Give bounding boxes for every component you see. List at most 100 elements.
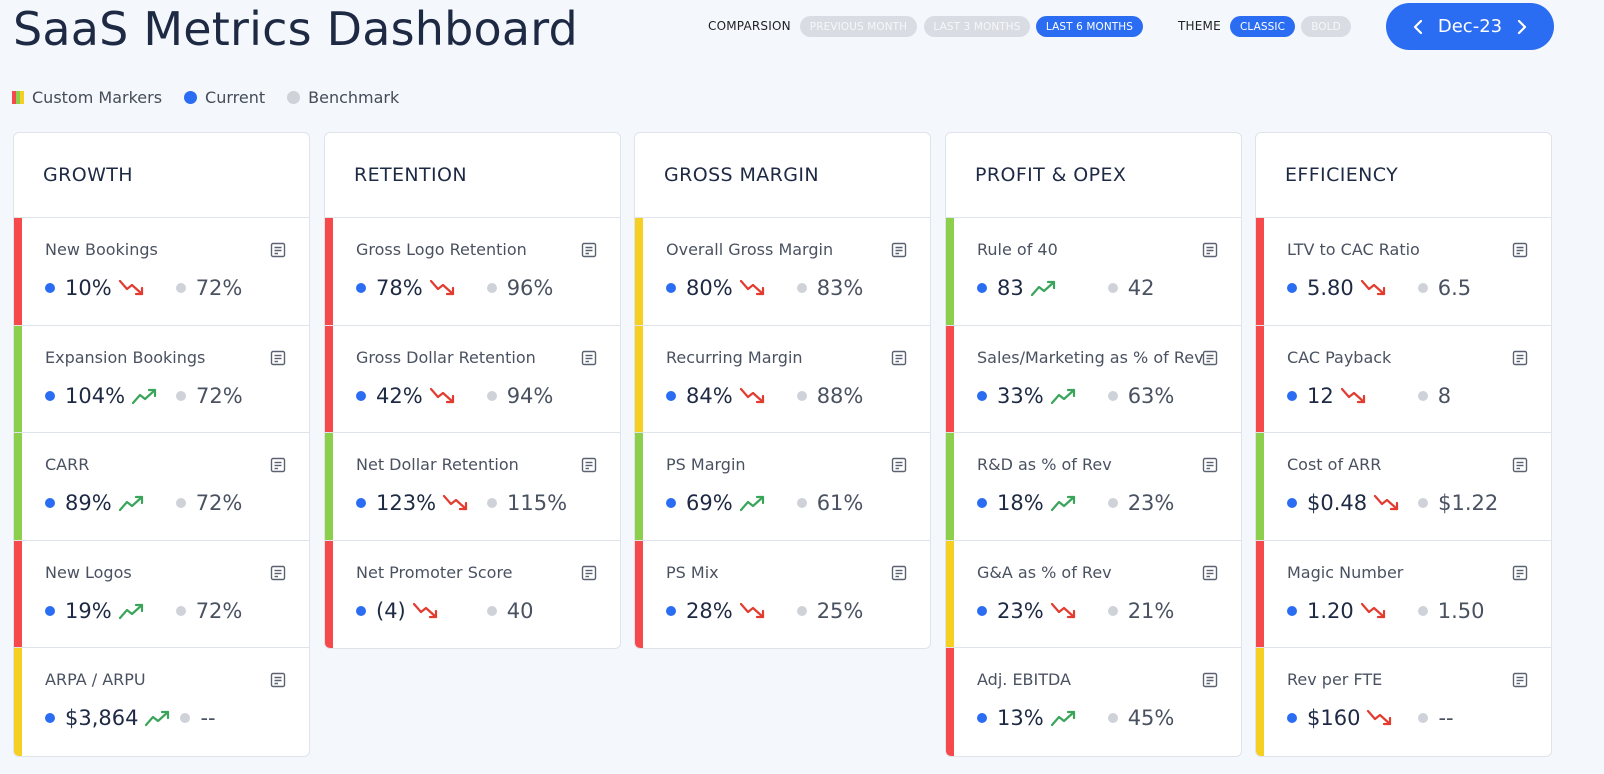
metric-card[interactable]: Rev per FTE $160 -- — [1256, 648, 1551, 756]
benchmark-dot-icon — [1418, 713, 1429, 723]
note-icon[interactable] — [270, 565, 286, 581]
metric-card[interactable]: R&D as % of Rev 18% 23% — [946, 433, 1241, 541]
legend-benchmark: Benchmark — [287, 88, 399, 107]
benchmark-group: 6.5 — [1417, 276, 1471, 300]
benchmark-dot-icon — [1418, 498, 1429, 508]
benchmark-dot-icon — [486, 390, 497, 401]
benchmark-dot-icon — [1417, 605, 1428, 616]
current-dot-icon — [45, 713, 55, 723]
metric-values: $160 -- — [1287, 706, 1454, 730]
note-icon[interactable] — [270, 242, 286, 258]
metric-card[interactable]: Rule of 40 83 42 — [946, 218, 1241, 326]
metric-card[interactable]: PS Mix 28% 25% — [635, 540, 930, 648]
current-value: 18% — [997, 491, 1044, 515]
note-icon[interactable] — [891, 457, 907, 473]
metric-values: 33% 63% — [977, 384, 1174, 408]
benchmark-group: -- — [180, 706, 216, 730]
benchmark-value: 25% — [816, 598, 864, 623]
trend-up-icon — [739, 493, 767, 513]
metric-card[interactable]: New Bookings 10% 72% — [14, 218, 309, 326]
theme-option-classic[interactable]: CLASSIC — [1230, 16, 1295, 37]
current-value: 23% — [997, 598, 1044, 623]
status-marker — [1256, 325, 1264, 432]
period-navigator: Dec-23 — [1386, 3, 1554, 50]
note-icon[interactable] — [1202, 565, 1218, 581]
metric-card[interactable]: Gross Logo Retention 78% 96% — [325, 218, 620, 326]
note-icon[interactable] — [1202, 457, 1218, 473]
comparison-option-previous-month[interactable]: PREVIOUS MONTH — [800, 16, 917, 37]
note-icon[interactable] — [581, 457, 597, 473]
current-dot-icon — [666, 283, 676, 293]
metric-card[interactable]: Recurring Margin 84% 88% — [635, 325, 930, 433]
note-icon[interactable] — [1512, 457, 1528, 473]
metric-card[interactable]: Cost of ARR $0.48 $1.22 — [1256, 433, 1551, 541]
benchmark-group: -- — [1418, 706, 1454, 730]
metric-values: 78% 96% — [356, 276, 553, 300]
status-marker — [946, 433, 954, 540]
benchmark-group: 94% — [486, 384, 553, 408]
metric-card[interactable]: PS Margin 69% 61% — [635, 433, 930, 541]
metric-card[interactable]: Net Dollar Retention 123% 115% — [325, 433, 620, 541]
theme-option-bold[interactable]: BOLD — [1301, 16, 1351, 37]
column-profit-opex: PROFIT & OPEX Rule of 40 83 42 Sales/Marketi… — [945, 132, 1242, 757]
comparison-option-last-3-months[interactable]: LAST 3 MONTHS — [924, 16, 1030, 37]
note-icon[interactable] — [1512, 350, 1528, 366]
status-marker — [325, 325, 333, 432]
metric-name: G&A as % of Rev — [977, 562, 1112, 582]
trend-down-icon — [739, 386, 767, 406]
chevron-right-icon[interactable] — [1516, 19, 1528, 35]
page-title: SaaS Metrics Dashboard — [13, 2, 578, 56]
column-growth: GROWTH New Bookings 10% 72% Expansion Bookin… — [13, 132, 310, 757]
current-value: 28% — [686, 598, 733, 623]
chevron-left-icon[interactable] — [1412, 19, 1424, 35]
comparison-option-last-6-months[interactable]: LAST 6 MONTHS — [1036, 16, 1143, 37]
current-dot-icon — [45, 498, 55, 508]
metric-card[interactable]: CARR 89% 72% — [14, 433, 309, 541]
current-value: 13% — [997, 706, 1044, 730]
note-icon[interactable] — [270, 350, 286, 366]
metric-values: 28% 25% — [666, 599, 863, 623]
status-marker — [635, 433, 643, 540]
note-icon[interactable] — [891, 565, 907, 581]
metric-card[interactable]: ARPA / ARPU $3,864 -- — [14, 648, 309, 756]
metric-card[interactable]: G&A as % of Rev 23% 21% — [946, 540, 1241, 648]
note-icon[interactable] — [891, 242, 907, 258]
metric-card[interactable]: LTV to CAC Ratio 5.80 6.5 — [1256, 218, 1551, 326]
trend-up-icon — [118, 601, 146, 621]
note-icon[interactable] — [270, 672, 286, 688]
note-icon[interactable] — [1512, 242, 1528, 258]
trend-down-icon — [739, 278, 767, 298]
note-icon[interactable] — [1202, 242, 1218, 258]
metric-card[interactable]: CAC Payback 12 8 — [1256, 325, 1551, 433]
current-dot-icon — [977, 713, 987, 723]
note-icon[interactable] — [1202, 672, 1218, 688]
metric-name: PS Margin — [666, 455, 746, 474]
note-icon[interactable] — [1202, 350, 1218, 366]
status-marker — [946, 218, 954, 325]
current-value: 1.20 — [1307, 598, 1354, 623]
note-icon[interactable] — [1512, 672, 1528, 688]
current-dot-icon — [356, 498, 366, 508]
current-dot-icon — [45, 390, 55, 401]
benchmark-group: 115% — [487, 491, 567, 515]
benchmark-dot-icon — [796, 390, 807, 401]
metric-card[interactable]: Net Promoter Score (4) 40 — [325, 540, 620, 648]
metric-values: 10% 72% — [45, 276, 242, 300]
metric-values: 80% 83% — [666, 276, 863, 300]
note-icon[interactable] — [1512, 565, 1528, 581]
metric-card[interactable]: Magic Number 1.20 1.50 — [1256, 540, 1551, 648]
metric-card[interactable]: New Logos 19% 72% — [14, 540, 309, 648]
metric-card[interactable]: Adj. EBITDA 13% 45% — [946, 648, 1241, 756]
current-dot-icon — [356, 605, 366, 616]
current-value: (4) — [376, 598, 406, 623]
metric-card[interactable]: Gross Dollar Retention 42% 94% — [325, 325, 620, 433]
note-icon[interactable] — [581, 565, 597, 581]
metric-card[interactable]: Sales/Marketing as % of Rev 33% 63% — [946, 325, 1241, 433]
note-icon[interactable] — [581, 350, 597, 366]
metric-card[interactable]: Overall Gross Margin 80% 83% — [635, 218, 930, 326]
metric-card[interactable]: Expansion Bookings 104% 72% — [14, 325, 309, 433]
note-icon[interactable] — [581, 242, 597, 258]
note-icon[interactable] — [270, 457, 286, 473]
note-icon[interactable] — [891, 350, 907, 366]
column-efficiency: EFFICIENCY LTV to CAC Ratio 5.80 6.5 CAC Pay… — [1255, 132, 1552, 757]
